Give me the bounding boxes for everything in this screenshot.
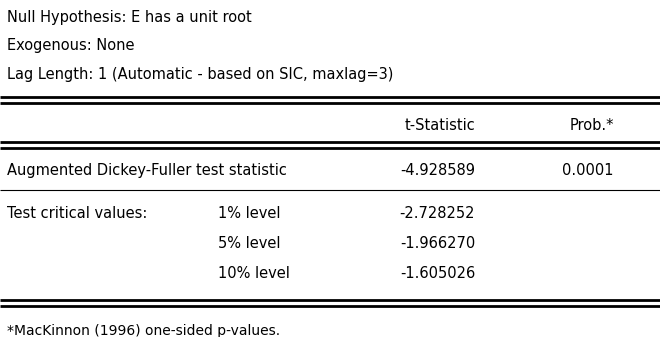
Text: Lag Length: 1 (Automatic - based on SIC, maxlag=3): Lag Length: 1 (Automatic - based on SIC,…	[7, 67, 393, 82]
Text: t-Statistic: t-Statistic	[405, 118, 475, 133]
Text: -1.605026: -1.605026	[400, 267, 475, 281]
Text: Null Hypothesis: E has a unit root: Null Hypothesis: E has a unit root	[7, 9, 251, 25]
Text: -4.928589: -4.928589	[400, 163, 475, 178]
Text: Prob.*: Prob.*	[570, 118, 614, 133]
Text: -2.728252: -2.728252	[400, 206, 475, 221]
Text: Test critical values:: Test critical values:	[7, 206, 147, 221]
Text: 0.0001: 0.0001	[562, 163, 614, 178]
Text: Exogenous: None: Exogenous: None	[7, 38, 134, 53]
Text: 10% level: 10% level	[218, 267, 290, 281]
Text: Augmented Dickey-Fuller test statistic: Augmented Dickey-Fuller test statistic	[7, 163, 286, 178]
Text: 1% level: 1% level	[218, 206, 280, 221]
Text: *MacKinnon (1996) one-sided p-values.: *MacKinnon (1996) one-sided p-values.	[7, 324, 280, 337]
Text: -1.966270: -1.966270	[400, 236, 475, 251]
Text: 5% level: 5% level	[218, 236, 280, 251]
